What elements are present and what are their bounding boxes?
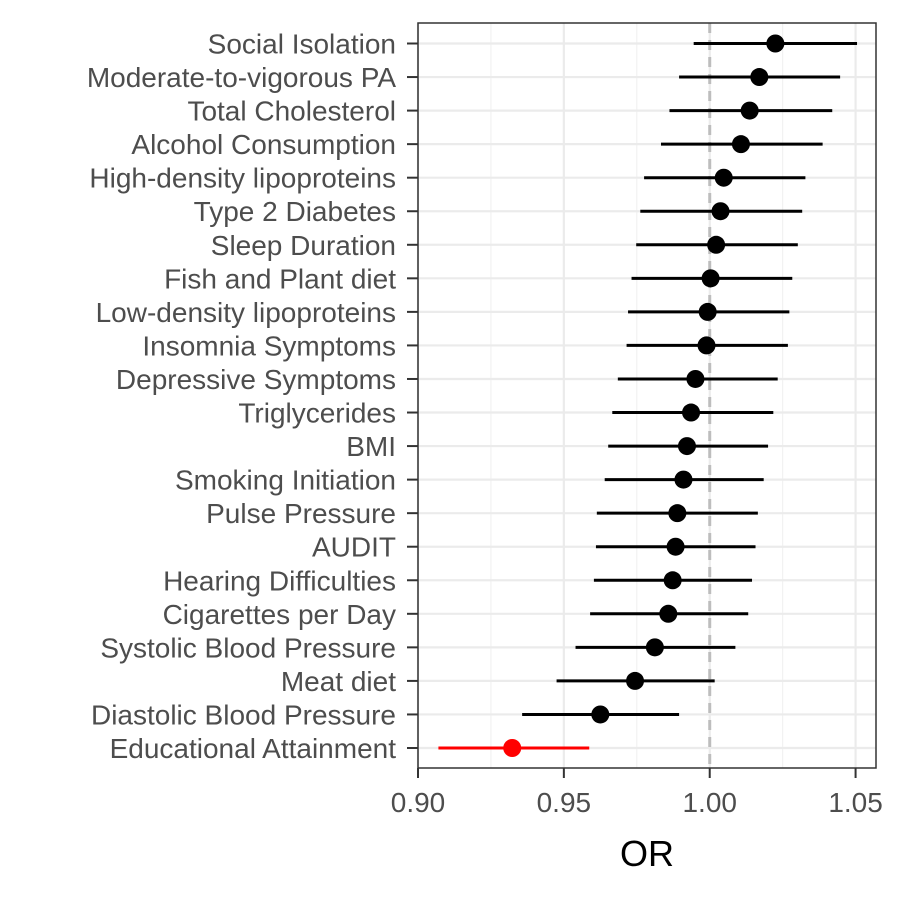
x-tick-label: 1.00 xyxy=(682,787,737,818)
y-tick-label: Diastolic Blood Pressure xyxy=(91,699,396,730)
x-tick-label: 0.90 xyxy=(391,787,446,818)
or-point xyxy=(668,504,687,523)
x-axis-title: OR xyxy=(620,833,674,874)
or-point xyxy=(666,537,685,556)
or-point xyxy=(674,470,693,489)
y-tick-label: AUDIT xyxy=(312,532,396,563)
or-point xyxy=(659,604,678,623)
or-point xyxy=(731,135,750,154)
y-tick-label: High-density lipoproteins xyxy=(89,163,396,194)
y-tick-label: Sleep Duration xyxy=(211,230,396,261)
x-tick-label: 1.05 xyxy=(828,787,883,818)
y-tick-label: Pulse Pressure xyxy=(206,498,396,529)
or-point xyxy=(714,168,733,187)
y-tick-label: Fish and Plant diet xyxy=(164,263,396,294)
y-tick-label: Total Cholesterol xyxy=(187,96,396,127)
y-tick-label: Hearing Difficulties xyxy=(163,565,396,596)
x-axis: 0.90 0.95 1.00 1.05 xyxy=(391,768,883,818)
panel-border xyxy=(417,22,877,769)
y-tick-label: Triglycerides xyxy=(238,398,396,429)
or-point xyxy=(707,235,726,254)
or-point xyxy=(645,638,664,657)
or-point xyxy=(750,68,769,87)
or-point xyxy=(711,202,730,221)
y-tick-label: Low-density lipoproteins xyxy=(96,297,396,328)
y-tick-label: Depressive Symptoms xyxy=(116,364,396,395)
or-point xyxy=(686,369,705,388)
or-point xyxy=(591,705,610,724)
y-tick-label: Meat diet xyxy=(281,666,396,697)
or-point xyxy=(682,403,701,422)
y-tick-label: Smoking Initiation xyxy=(175,465,396,496)
estimate-marks xyxy=(438,34,858,757)
or-point xyxy=(503,739,522,757)
or-point xyxy=(701,269,720,288)
y-tick-label: Moderate-to-vigorous PA xyxy=(87,62,397,93)
x-tick-label: 0.95 xyxy=(537,787,592,818)
or-point xyxy=(698,302,717,321)
y-tick-label: BMI xyxy=(346,431,396,462)
y-tick-label: Cigarettes per Day xyxy=(163,599,396,630)
y-tick-label: Type 2 Diabetes xyxy=(194,196,396,227)
y-tick-label: Social Isolation xyxy=(208,29,396,60)
or-point xyxy=(626,671,645,690)
grid-lines xyxy=(416,23,876,768)
or-point xyxy=(697,336,716,355)
y-tick-label: Educational Attainment xyxy=(110,733,397,764)
or-point xyxy=(663,571,682,590)
or-point xyxy=(677,437,696,456)
y-tick-label: Systolic Blood Pressure xyxy=(100,632,396,663)
or-point xyxy=(740,101,759,120)
y-tick-label: Alcohol Consumption xyxy=(131,129,396,160)
y-tick-label: Insomnia Symptoms xyxy=(142,330,396,361)
or-point xyxy=(766,34,785,53)
